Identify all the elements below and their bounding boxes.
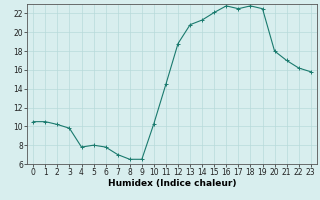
X-axis label: Humidex (Indice chaleur): Humidex (Indice chaleur) bbox=[108, 179, 236, 188]
